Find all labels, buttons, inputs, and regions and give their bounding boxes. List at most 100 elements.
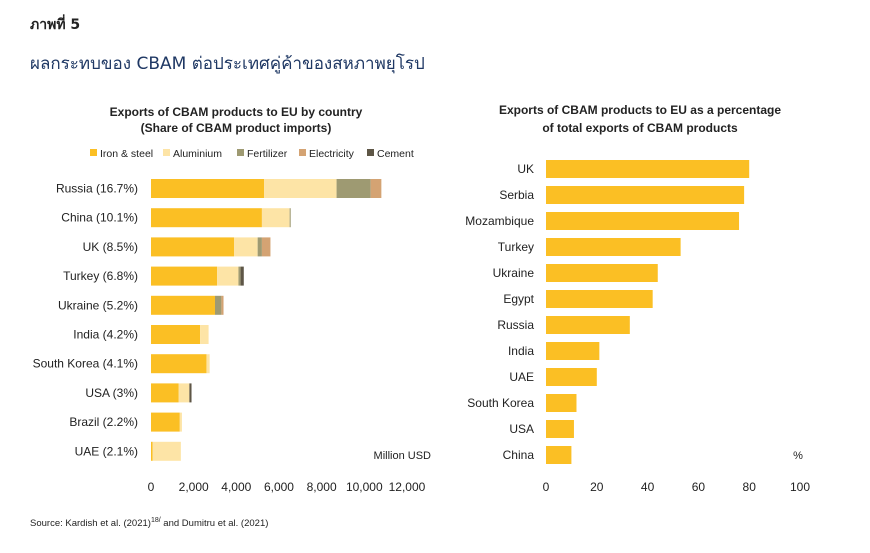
category-label: UK [517, 162, 534, 176]
legend-swatch-electricity [299, 149, 306, 156]
x-tick-label: 100 [790, 480, 810, 494]
bar-russia [546, 316, 630, 334]
bar-russia-16-7-electricity [370, 179, 382, 198]
source-footnote: 18/ [150, 517, 161, 524]
category-label: UAE (2.1%) [75, 444, 138, 458]
category-label: Turkey (6.8%) [63, 269, 138, 283]
bar-serbia [546, 186, 745, 204]
legend-swatch-iron-steel [90, 149, 97, 156]
bar-usa-3-aluminium [178, 383, 190, 403]
bar-russia-16-7-fertilizer [336, 179, 371, 198]
x-tick-label: 20 [590, 480, 604, 494]
bar-usa-3-iron-steel [151, 383, 179, 403]
bar-russia-16-7-aluminium [264, 179, 337, 198]
bar-uk-8-5-fertilizer [257, 237, 262, 257]
bar-south-korea [546, 394, 577, 412]
x-tick-label: 2,000 [179, 480, 209, 494]
chart1-bars [151, 179, 382, 461]
chart2-unit-label: % [793, 450, 803, 462]
legend-label-aluminium: Aluminium [173, 148, 222, 160]
bar-uae-2-1-aluminium [152, 441, 181, 461]
legend-swatch-aluminium [163, 149, 170, 156]
bar-turkey-6-8-fertilizer [238, 266, 241, 286]
bar-uae-2-1-iron-steel [151, 441, 153, 461]
bar-brazil-2-2-aluminium [179, 412, 182, 432]
chart1-subtitle: (Share of CBAM product imports) [141, 121, 332, 135]
x-tick-label: 4,000 [221, 480, 251, 494]
x-tick-label: 8,000 [307, 480, 337, 494]
bar-usa-3-cement [189, 383, 192, 403]
bar-india [546, 342, 600, 360]
legend-label-fertilizer: Fertilizer [247, 148, 288, 160]
category-label: India (4.2%) [73, 328, 138, 342]
bar-china-10-1-iron-steel [151, 208, 262, 228]
x-tick-label: 40 [641, 480, 655, 494]
category-label: India [508, 344, 534, 358]
chart2-x-tick-labels: 0 20 40 60 80 100 [543, 480, 811, 494]
bar-china [546, 446, 572, 464]
bar-uk-8-5-iron-steel [151, 237, 235, 257]
category-label: China [503, 448, 535, 462]
x-tick-label: 0 [148, 480, 155, 494]
bar-turkey-6-8-cement [240, 266, 244, 286]
bar-brazil-2-2-iron-steel [151, 412, 180, 432]
legend-swatch-cement [367, 149, 374, 156]
chart2-title: Exports of CBAM products to EU as a perc… [499, 103, 781, 117]
bar-mozambique [546, 212, 740, 230]
figure-title: ผลกระทบของ CBAM ต่อประเทศคู่ค้าของสหภาพย… [30, 54, 425, 74]
bar-russia-16-7-iron-steel [151, 179, 265, 198]
legend-label-cement: Cement [377, 148, 414, 160]
figure-label: ภาพที่ 5 [30, 17, 81, 33]
category-label: UK (8.5%) [83, 240, 138, 254]
chart2-category-labels: UK Serbia Mozambique Turkey Ukraine Egypt Russ… [465, 162, 534, 462]
category-label: Serbia [499, 188, 534, 202]
category-label: Ukraine [493, 266, 535, 280]
chart2-bars [546, 160, 750, 464]
bar-egypt [546, 290, 653, 308]
bar-turkey [546, 238, 681, 256]
source-text-rest: and Dumitru et al. (2021) [160, 518, 269, 530]
bar-uae [546, 368, 597, 386]
chart1-x-tick-labels: 0 2,000 4,000 6,000 8,000 10,000 12,000 [148, 480, 426, 494]
bar-south-korea-4-1-iron-steel [151, 354, 207, 374]
category-label: Ukraine (5.2%) [58, 298, 138, 312]
bar-ukraine-5-2-iron-steel [151, 295, 215, 315]
category-label: South Korea (4.1%) [33, 357, 138, 371]
x-tick-label: 60 [692, 480, 706, 494]
category-label: China (10.1%) [61, 211, 138, 225]
chart-cbam-exports-by-country: Exports of CBAM products to EU by countr… [33, 105, 431, 494]
category-label: USA (3%) [85, 386, 138, 400]
bar-turkey-6-8-aluminium [217, 266, 239, 286]
bar-uk [546, 160, 750, 178]
chart1-title: Exports of CBAM products to EU by countr… [110, 105, 363, 119]
bar-usa [546, 420, 574, 438]
bar-uk-8-5-electricity [261, 237, 271, 257]
bar-south-korea-4-1-aluminium [206, 354, 210, 374]
category-label: Mozambique [465, 214, 534, 228]
chart1-category-labels: Russia (16.7%) China (10.1%) UK (8.5%) Turk… [33, 182, 138, 459]
bar-ukraine-5-2-electricity [221, 295, 224, 315]
bar-ukraine-5-2-fertilizer [214, 295, 222, 315]
category-label: UAE [509, 370, 534, 384]
bar-turkey-6-8-iron-steel [151, 266, 218, 286]
category-label: Egypt [503, 292, 534, 306]
category-label: Turkey [498, 240, 534, 254]
x-tick-label: 80 [743, 480, 757, 494]
chart-cbam-exports-percentage: Exports of CBAM products to EU as a perc… [465, 103, 810, 494]
category-label: Russia (16.7%) [56, 182, 138, 196]
category-label: Brazil (2.2%) [69, 415, 138, 429]
source-note: Source: Kardish et al. (2021)18/ and Dum… [30, 517, 268, 529]
legend-label-electricity: Electricity [309, 148, 355, 160]
bar-india-4-2-iron-steel [151, 325, 201, 344]
category-label: USA [509, 422, 534, 436]
bar-ukraine [546, 264, 658, 282]
x-tick-label: 12,000 [389, 480, 426, 494]
chart1-legend: Iron & steel Aluminium Fertilizer Electrici… [90, 148, 414, 160]
x-tick-label: 6,000 [264, 480, 294, 494]
chart2-subtitle: of total exports of CBAM products [542, 121, 738, 135]
legend-swatch-fertilizer [237, 149, 244, 156]
x-tick-label: 10,000 [346, 480, 383, 494]
bar-china-10-1-aluminium [261, 208, 290, 228]
bar-china-10-1-fertilizer [289, 208, 291, 228]
